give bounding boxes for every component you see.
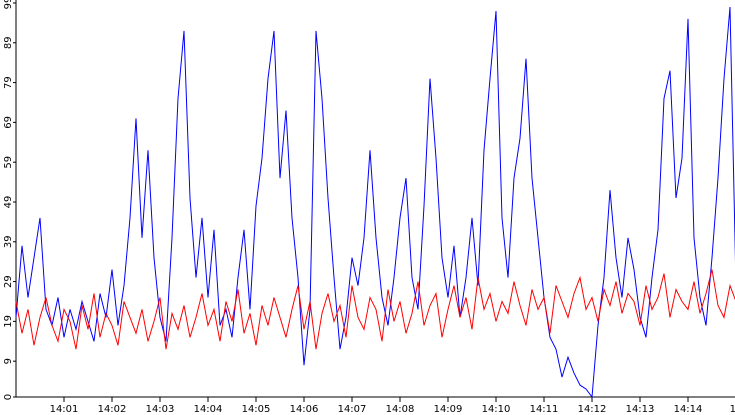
x-tick-label: 14:08 (386, 404, 415, 415)
x-tick-label: 14:11 (530, 404, 559, 415)
x-tick-label: 14:05 (242, 404, 271, 415)
y-tick-label: 69 (3, 116, 14, 129)
y-tick-label: 99 (3, 0, 14, 9)
x-tick-label: 14:02 (98, 404, 127, 415)
x-tick-label: 14:12 (578, 404, 607, 415)
y-tick-label: 39 (3, 235, 14, 248)
x-tick-label: 14:14 (674, 404, 703, 415)
data-line (15, 269, 735, 350)
x-tick-label: 14:06 (290, 404, 319, 415)
y-tick-label: 89 (3, 36, 14, 49)
data-line (15, 6, 735, 399)
x-tick-label: 14:04 (194, 404, 223, 415)
y-tick-label: 0 (3, 394, 14, 400)
y-tick-label: 9 (3, 358, 14, 364)
y-tick-label: 59 (3, 156, 14, 169)
x-tick-label: 14:03 (146, 404, 175, 415)
x-tick-label: 14:09 (434, 404, 463, 415)
x-tick-label: 14 (730, 404, 735, 415)
y-tick-label: 19 (3, 315, 14, 328)
y-tick-label: 79 (3, 76, 14, 89)
x-tick-label: 14:10 (482, 404, 511, 415)
x-tick-label: 14:01 (50, 404, 79, 415)
y-tick-label: 49 (3, 196, 14, 209)
x-tick-label: 14:07 (338, 404, 367, 415)
y-tick-label: 29 (3, 275, 14, 288)
x-tick-label: 14:13 (626, 404, 655, 415)
